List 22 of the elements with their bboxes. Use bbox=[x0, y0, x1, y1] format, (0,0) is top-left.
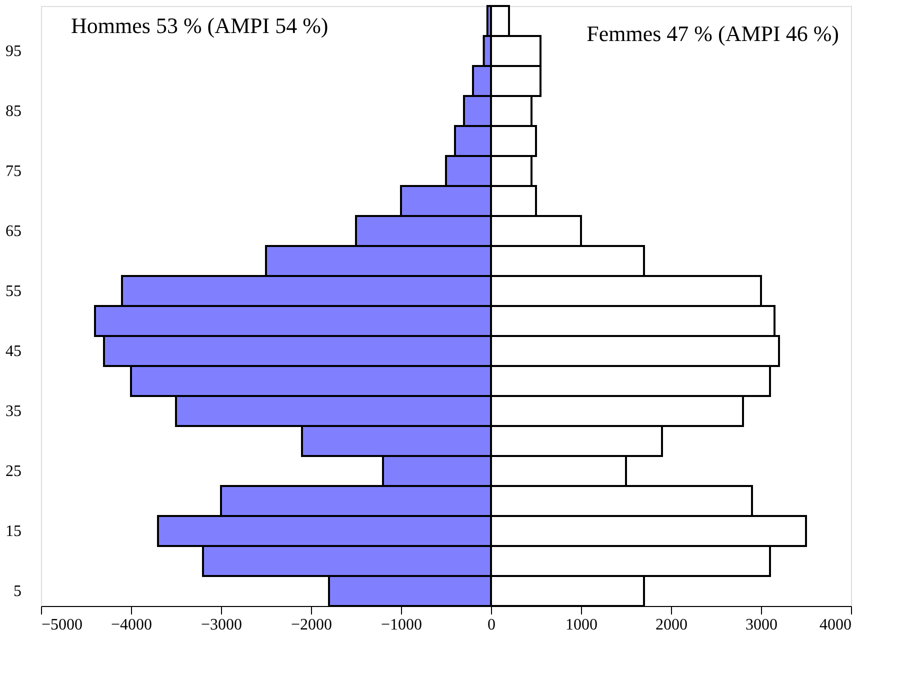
x-tick-label: −5000 bbox=[42, 616, 83, 634]
y-tick-label: 45 bbox=[6, 343, 22, 360]
x-tick-label: −1000 bbox=[380, 616, 422, 634]
y-tick-label: 35 bbox=[6, 403, 22, 420]
y-tick-label: 25 bbox=[6, 463, 22, 480]
y-tick-label: 75 bbox=[6, 163, 22, 180]
annotation: Femmes 47 % (AMPI 46 %) bbox=[586, 21, 839, 46]
x-tick-label: 0 bbox=[488, 616, 496, 634]
y-tick-label: 95 bbox=[6, 43, 22, 60]
x-tick-label: 1000 bbox=[566, 616, 598, 634]
y-tick-label: 15 bbox=[6, 523, 22, 540]
annotation: Hommes 53 % (AMPI 54 %) bbox=[71, 13, 328, 38]
x-tick-label: 3000 bbox=[746, 616, 778, 634]
y-tick-label: 85 bbox=[6, 103, 22, 120]
x-tick-label: −4000 bbox=[110, 616, 152, 634]
x-tick-label: 2000 bbox=[656, 616, 688, 634]
x-tick-label: −2000 bbox=[290, 616, 332, 634]
x-tick-label: 4000 bbox=[820, 616, 852, 634]
y-tick-label: 65 bbox=[6, 223, 22, 240]
x-tick-label: −3000 bbox=[200, 616, 242, 634]
y-tick-label: 5 bbox=[14, 583, 22, 600]
y-tick-label: 55 bbox=[6, 283, 22, 300]
